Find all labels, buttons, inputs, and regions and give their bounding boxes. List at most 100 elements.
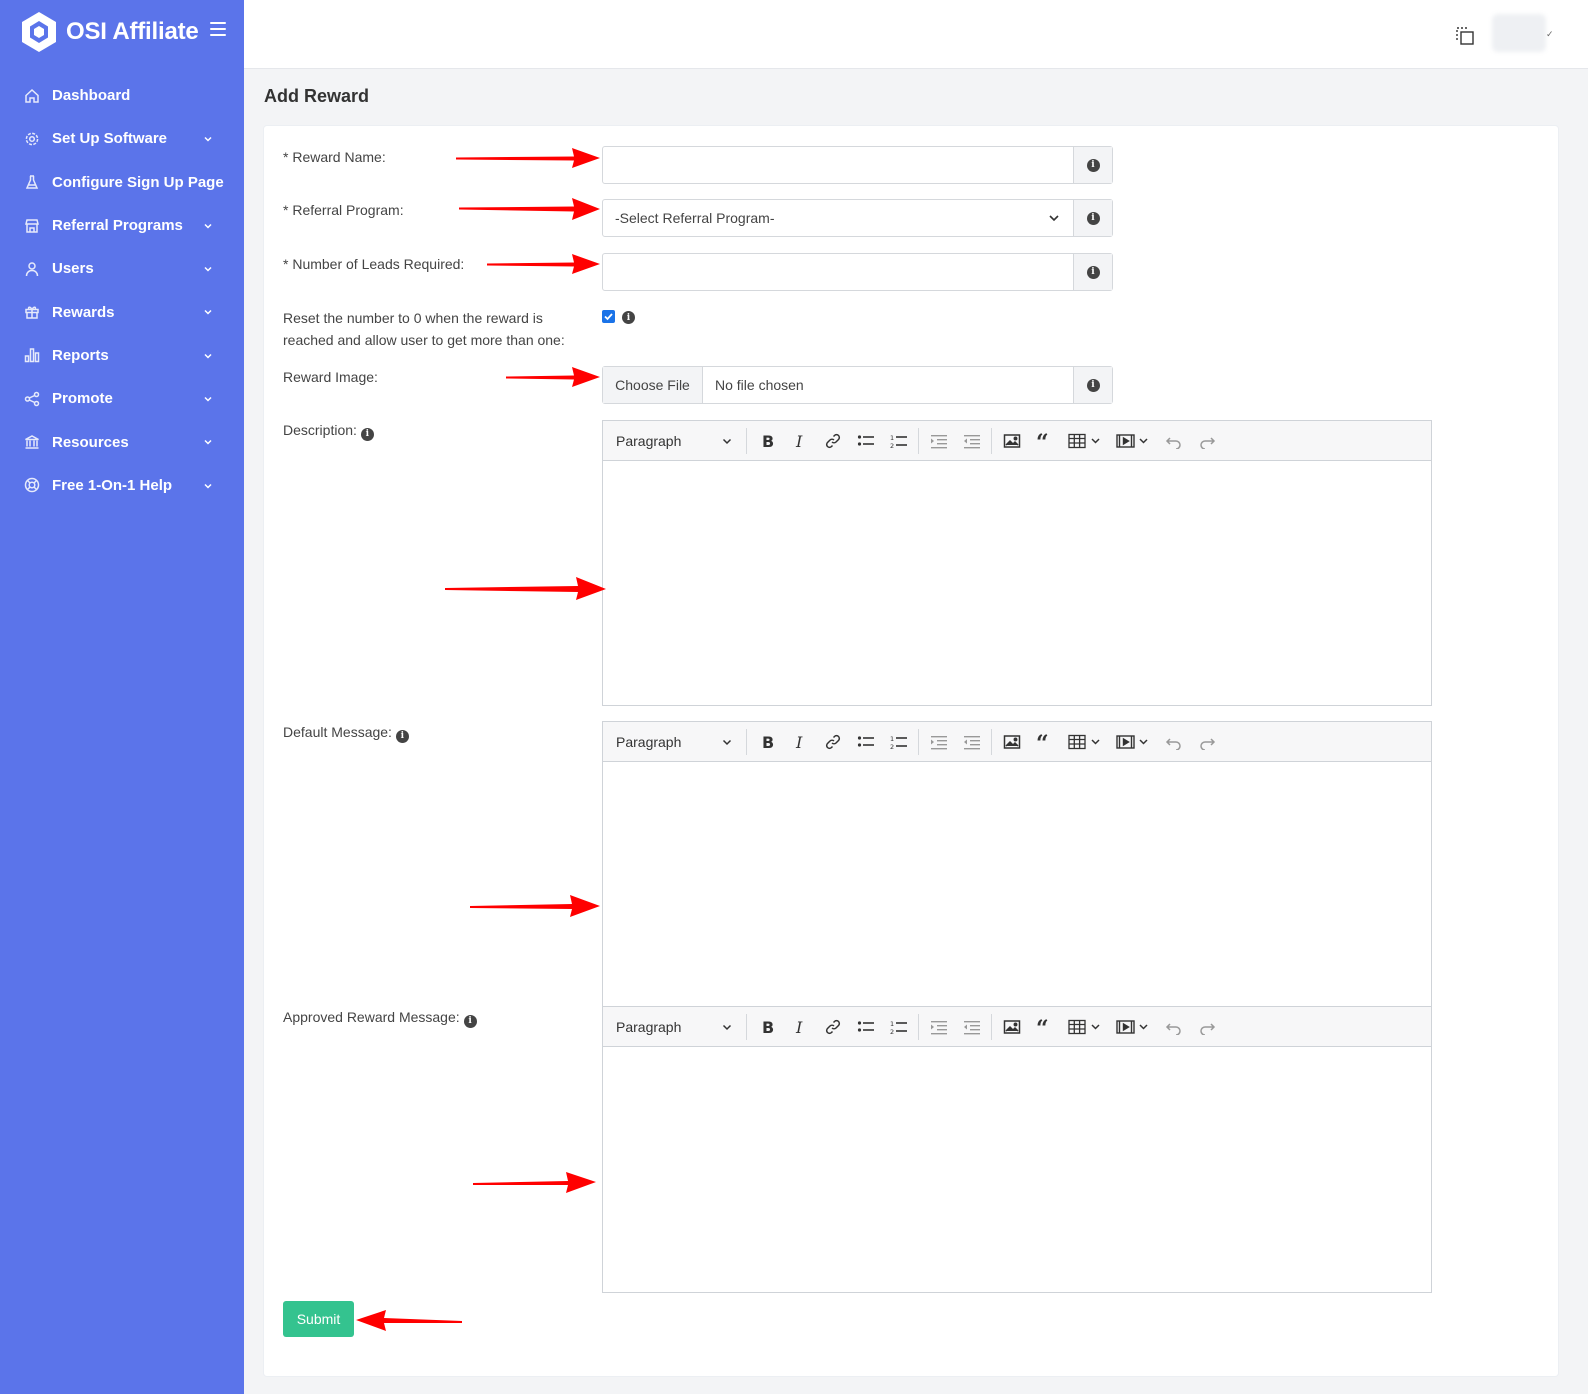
sidebar-item-referral-programs[interactable]: Referral Programs	[0, 204, 244, 247]
share-icon	[24, 391, 40, 407]
sidebar-item-free-help[interactable]: Free 1-On-1 Help	[0, 464, 244, 507]
reward-name-info[interactable]: i	[1073, 147, 1112, 183]
caret-down-icon[interactable]: ✓	[1546, 30, 1554, 40]
indent-icon[interactable]	[922, 727, 955, 757]
page-title: Add Reward	[264, 86, 370, 106]
reward-name-input[interactable]	[603, 147, 1073, 183]
image-icon[interactable]	[995, 727, 1028, 757]
block-format-label: Paragraph	[616, 432, 682, 449]
sidebar-item-resources[interactable]: Resources	[0, 420, 244, 463]
user-icon	[24, 261, 40, 277]
italic-icon[interactable]: I	[783, 426, 816, 456]
block-format-dropdown[interactable]: Paragraph	[603, 1007, 743, 1046]
toolbar-divider	[991, 728, 992, 755]
bullet-list-icon[interactable]	[849, 727, 882, 757]
media-embed-icon[interactable]	[1109, 1012, 1157, 1042]
description-editable[interactable]	[603, 461, 1431, 745]
outdent-icon[interactable]	[955, 426, 988, 456]
link-icon[interactable]	[816, 1012, 849, 1042]
media-embed-icon[interactable]	[1109, 727, 1157, 757]
approved-message-editable[interactable]	[603, 1047, 1431, 1332]
referral-program-info[interactable]: i	[1073, 200, 1112, 236]
reset-checkbox[interactable]	[602, 310, 615, 323]
avatar[interactable]	[1492, 14, 1546, 52]
info-icon[interactable]: i	[395, 729, 409, 743]
italic-icon[interactable]: I	[783, 727, 816, 757]
bold-icon[interactable]: B	[750, 1012, 783, 1042]
gift-icon	[24, 304, 40, 320]
referral-program-group: -Select Referral Program- i	[602, 199, 1113, 237]
info-icon[interactable]: i	[360, 427, 374, 441]
indent-icon[interactable]	[922, 426, 955, 456]
block-format-dropdown[interactable]: Paragraph	[603, 421, 743, 460]
media-embed-icon[interactable]	[1109, 426, 1157, 456]
sidebar-item-label: Set Up Software	[52, 130, 168, 148]
table-icon[interactable]	[1061, 727, 1109, 757]
image-icon[interactable]	[995, 426, 1028, 456]
sidebar-item-users[interactable]: Users	[0, 247, 244, 290]
bold-icon[interactable]: B	[750, 727, 783, 757]
block-format-dropdown[interactable]: Paragraph	[603, 722, 743, 761]
bullet-list-icon[interactable]	[849, 1012, 882, 1042]
undo-icon[interactable]	[1157, 727, 1190, 757]
blockquote-icon[interactable]: “	[1028, 727, 1061, 757]
undo-icon[interactable]	[1157, 426, 1190, 456]
toolbar-divider	[918, 427, 919, 454]
undo-icon[interactable]	[1157, 1012, 1190, 1042]
link-icon[interactable]	[816, 727, 849, 757]
bar-chart-icon	[24, 347, 40, 363]
reward-image-group: Choose File No file chosen i	[602, 366, 1113, 404]
description-label: Description:	[283, 422, 357, 438]
italic-icon[interactable]: I	[783, 1012, 816, 1042]
referral-program-select[interactable]: -Select Referral Program-	[603, 200, 1073, 236]
file-status: No file chosen	[715, 377, 804, 393]
leads-required-info[interactable]: i	[1073, 254, 1112, 290]
menu-toggle-icon[interactable]	[210, 22, 226, 36]
sidebar-item-reports[interactable]: Reports	[0, 334, 244, 377]
bullet-list-icon[interactable]	[849, 426, 882, 456]
outdent-icon[interactable]	[955, 1012, 988, 1042]
default-message-editable[interactable]	[603, 762, 1431, 1046]
flask-icon	[24, 174, 40, 190]
block-format-label: Paragraph	[616, 733, 682, 750]
table-icon[interactable]	[1061, 426, 1109, 456]
sidebar-item-label: Users	[52, 260, 94, 278]
toolbar-divider	[991, 1013, 992, 1040]
blockquote-icon[interactable]: “	[1028, 426, 1061, 456]
chevron-down-icon	[204, 353, 212, 359]
outdent-icon[interactable]	[955, 727, 988, 757]
reset-info-icon[interactable]: i	[622, 311, 635, 324]
blockquote-icon[interactable]: “	[1028, 1012, 1061, 1042]
chevron-down-icon	[722, 739, 732, 745]
image-icon[interactable]	[995, 1012, 1028, 1042]
leads-required-group: i	[602, 253, 1113, 291]
sidebar-item-configure-sign-up-page[interactable]: Configure Sign Up Page	[0, 161, 244, 204]
redo-icon[interactable]	[1190, 727, 1223, 757]
brand[interactable]: OSI Affiliate	[20, 10, 199, 54]
submit-button[interactable]: Submit	[283, 1301, 354, 1337]
link-icon[interactable]	[816, 426, 849, 456]
redo-icon[interactable]	[1190, 1012, 1223, 1042]
chevron-down-icon	[204, 137, 212, 142]
leads-required-input[interactable]	[603, 254, 1073, 290]
sidebar-item-rewards[interactable]: Rewards	[0, 290, 244, 333]
svg-text:1: 1	[890, 735, 894, 743]
bold-icon[interactable]: B	[750, 426, 783, 456]
copy-icon[interactable]	[1454, 25, 1476, 47]
sidebar-item-set-up-software[interactable]: Set Up Software	[0, 117, 244, 160]
toolbar-divider	[918, 728, 919, 755]
table-icon[interactable]	[1061, 1012, 1109, 1042]
choose-file-button[interactable]: Choose File	[603, 367, 703, 403]
redo-icon[interactable]	[1190, 426, 1223, 456]
sidebar-item-promote[interactable]: Promote	[0, 377, 244, 420]
sidebar-item-dashboard[interactable]: Dashboard	[0, 74, 244, 117]
indent-icon[interactable]	[922, 1012, 955, 1042]
info-icon: i	[1086, 158, 1100, 172]
reward-image-info[interactable]: i	[1073, 367, 1112, 403]
info-icon[interactable]: i	[463, 1014, 477, 1028]
